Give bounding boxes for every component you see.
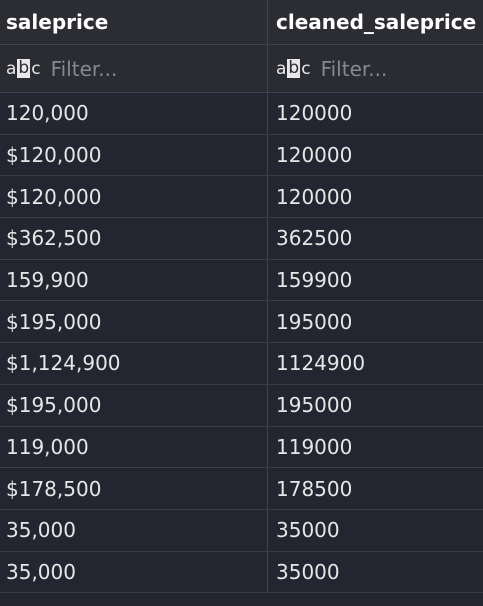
cell-cleaned-saleprice[interactable]: 120000 <box>276 143 353 168</box>
cell-saleprice[interactable]: $120,000 <box>0 134 268 176</box>
table-row[interactable]: 159,900 159900 <box>0 259 483 302</box>
cell-saleprice[interactable]: 35,000 <box>0 551 268 593</box>
cell-saleprice[interactable]: $362,500 <box>0 218 268 259</box>
cell-saleprice[interactable]: $1,124,900 <box>0 343 268 384</box>
cell-cleaned-saleprice[interactable]: 119000 <box>276 434 353 459</box>
cell-saleprice[interactable]: $178,500 <box>0 468 268 509</box>
cell-cleaned-saleprice[interactable]: 195000 <box>276 393 353 418</box>
cell-saleprice[interactable]: 120,000 <box>0 93 268 134</box>
table-row[interactable]: 35,000 35000 <box>0 551 483 594</box>
cell-cleaned-saleprice[interactable]: 1124900 <box>276 351 366 376</box>
table-row[interactable]: 120,000 120000 <box>0 93 483 135</box>
table-row[interactable]: 35,000 35000 <box>0 509 483 552</box>
cell-saleprice[interactable]: $195,000 <box>0 301 268 343</box>
table-row[interactable]: $120,000 120000 <box>0 176 483 219</box>
cell-cleaned-saleprice[interactable]: 120000 <box>276 101 353 126</box>
filter-input-saleprice[interactable] <box>50 56 221 81</box>
cell-saleprice[interactable]: $195,000 <box>0 384 268 426</box>
table-row[interactable]: $362,500 362500 <box>0 218 483 260</box>
cell-saleprice[interactable]: 159,900 <box>0 259 268 301</box>
grid-body: 120,000 120000 $120,000 120000 $120,000 … <box>0 93 483 594</box>
cell-cleaned-saleprice[interactable]: 159900 <box>276 268 353 293</box>
grid-filter-row: abc abc <box>0 45 483 93</box>
grid-header-row: saleprice cleaned_saleprice <box>0 0 483 45</box>
table-row[interactable]: $178,500 178500 <box>0 468 483 510</box>
cell-cleaned-saleprice[interactable]: 195000 <box>276 309 353 334</box>
cell-cleaned-saleprice[interactable]: 362500 <box>276 226 353 251</box>
table-row[interactable]: $195,000 195000 <box>0 384 483 427</box>
cell-cleaned-saleprice[interactable]: 120000 <box>276 184 353 209</box>
column-header-cleaned-saleprice[interactable]: cleaned_saleprice <box>276 10 477 34</box>
cell-cleaned-saleprice[interactable]: 35000 <box>276 559 340 584</box>
table-row[interactable]: $1,124,900 1124900 <box>0 343 483 385</box>
column-header-saleprice[interactable]: saleprice <box>0 0 268 44</box>
table-row[interactable]: $120,000 120000 <box>0 134 483 177</box>
table-row[interactable]: $195,000 195000 <box>0 301 483 344</box>
cell-saleprice[interactable]: 119,000 <box>0 426 268 468</box>
table-row[interactable]: 119,000 119000 <box>0 426 483 469</box>
cell-cleaned-saleprice[interactable]: 178500 <box>276 476 353 501</box>
cell-saleprice[interactable]: $120,000 <box>0 176 268 218</box>
filter-input-cleaned-saleprice[interactable] <box>320 56 483 81</box>
cell-saleprice[interactable]: 35,000 <box>0 509 268 551</box>
cell-cleaned-saleprice[interactable]: 35000 <box>276 518 340 543</box>
